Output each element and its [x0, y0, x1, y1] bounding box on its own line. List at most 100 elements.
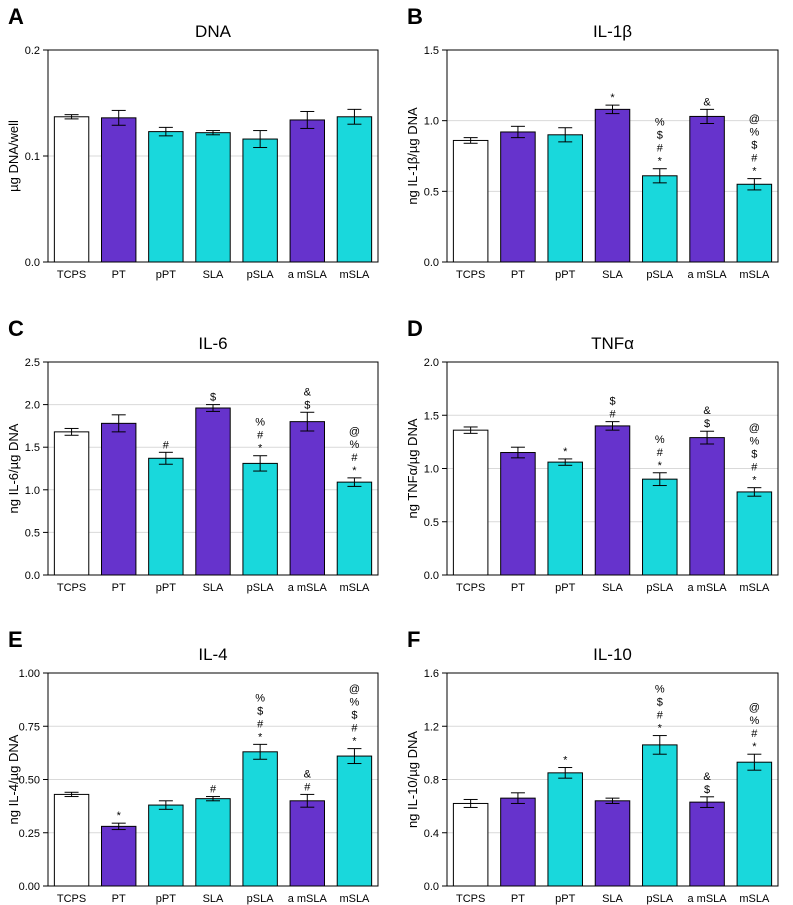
y-tick-label: 1.5: [424, 410, 439, 422]
panel-a: A DNA µg DNA/well 0.0 0.1 0.2 TCPS PT pPT SLA pSLA…: [6, 4, 379, 281]
y-tick-label: 1.0: [424, 464, 439, 476]
significance-mark: #: [351, 452, 358, 464]
x-tick-label: a mSLA: [288, 893, 328, 905]
significance-mark: $: [704, 418, 710, 430]
significance-mark: #: [304, 781, 311, 793]
x-tick-label: TCPS: [57, 269, 86, 281]
y-axis-label: µg DNA/well: [6, 120, 21, 192]
chart-title: IL-10: [593, 645, 632, 664]
bar-pPT: [547, 134, 583, 263]
significance-mark: &: [304, 768, 312, 780]
y-tick-label: 0.5: [424, 186, 439, 198]
significance-mark: *: [752, 166, 757, 178]
bar-mSLA: [336, 481, 373, 576]
x-tick-label: TCPS: [456, 582, 485, 594]
significance-mark: %: [255, 692, 265, 704]
significance-mark: %: [655, 684, 665, 696]
bar-TCPS: [452, 802, 489, 887]
panel-letter: C: [8, 316, 24, 341]
significance-mark: *: [752, 475, 757, 487]
x-tick-label: a mSLA: [688, 269, 728, 281]
significance-mark: @: [349, 426, 360, 438]
significance-mark: *: [352, 736, 357, 748]
bar-PT: [500, 452, 536, 576]
x-tick-label: mSLA: [739, 269, 770, 281]
y-axis-label: ng IL-6/µg DNA: [6, 423, 21, 513]
x-tick-label: pSLA: [646, 269, 674, 281]
plot-frame: [47, 361, 379, 576]
y-axis-label: ng TNFα/µg DNA: [405, 418, 420, 518]
bar-PT: [101, 422, 137, 576]
x-tick-label: pSLA: [646, 582, 674, 594]
significance-mark: #: [751, 153, 758, 165]
x-tick-label: pSLA: [247, 269, 275, 281]
x-tick-label: pSLA: [646, 893, 674, 905]
x-tick-label: PT: [511, 582, 525, 594]
significance-mark: *: [658, 723, 663, 735]
x-tick-label: pPT: [156, 269, 176, 281]
significance-mark: %: [255, 417, 265, 429]
significance-mark: &: [304, 386, 312, 398]
significance-mark: %: [350, 697, 360, 709]
significance-mark: $: [210, 392, 216, 404]
y-tick-label: 1.2: [424, 721, 439, 733]
bar-pSLA: [242, 462, 278, 576]
significance-mark: *: [352, 465, 357, 477]
x-tick-label: mSLA: [739, 893, 770, 905]
bar-TCPS: [452, 139, 489, 263]
y-tick-label: 0.8: [424, 775, 439, 787]
significance-mark: #: [163, 439, 170, 451]
bar-a-mSLA: [289, 119, 325, 263]
significance-mark: @: [749, 114, 760, 126]
x-tick-label: pSLA: [247, 582, 275, 594]
bar-PT: [101, 117, 137, 263]
bar-pPT: [547, 772, 583, 887]
panel-e: E IL-4 ng IL-4/µg DNA 0.00 0.25 0.50 0.75 1.00 T…: [6, 627, 379, 905]
bar-pSLA: [642, 175, 678, 263]
significance-mark: *: [658, 460, 663, 472]
x-tick-label: pPT: [156, 893, 176, 905]
y-tick-label: 2.0: [25, 400, 40, 412]
bar-pPT: [148, 457, 184, 576]
significance-mark: %: [749, 127, 759, 139]
bar-PT: [101, 825, 137, 887]
plot-frame: [446, 361, 779, 576]
x-tick-label: TCPS: [57, 893, 86, 905]
x-tick-label: PT: [511, 893, 525, 905]
x-tick-label: PT: [112, 582, 126, 594]
chart-title: IL-4: [198, 645, 227, 664]
y-tick-label: 0.0: [424, 881, 439, 893]
y-tick-label: 0.0: [25, 257, 40, 269]
x-tick-label: a mSLA: [688, 893, 728, 905]
y-axis-label: ng IL-1β/µg DNA: [405, 107, 420, 205]
bar-pPT: [547, 461, 583, 576]
bar-SLA: [195, 407, 231, 576]
significance-mark: *: [563, 755, 568, 767]
bar-a-mSLA: [689, 115, 725, 263]
bar-SLA: [195, 798, 231, 887]
significance-mark: $: [657, 697, 663, 709]
x-tick-label: pSLA: [247, 893, 275, 905]
x-tick-label: a mSLA: [288, 269, 328, 281]
x-tick-label: pPT: [156, 582, 176, 594]
x-tick-label: TCPS: [456, 269, 485, 281]
significance-mark: %: [749, 715, 759, 727]
significance-mark: @: [749, 423, 760, 435]
x-tick-label: TCPS: [57, 582, 86, 594]
plot-frame: [446, 49, 779, 263]
significance-mark: &: [703, 405, 711, 417]
significance-mark: $: [304, 399, 310, 411]
significance-mark: &: [703, 771, 711, 783]
x-tick-label: a mSLA: [288, 582, 328, 594]
plot-frame: [47, 672, 379, 887]
x-tick-label: SLA: [602, 582, 623, 594]
bar-PT: [500, 797, 536, 887]
x-tick-label: pPT: [555, 269, 575, 281]
bar-a-mSLA: [689, 437, 725, 576]
y-tick-label: 2.0: [424, 357, 439, 369]
bar-mSLA: [736, 491, 773, 576]
bar-SLA: [594, 800, 631, 887]
x-tick-label: SLA: [203, 582, 224, 594]
significance-mark: $: [657, 130, 663, 142]
